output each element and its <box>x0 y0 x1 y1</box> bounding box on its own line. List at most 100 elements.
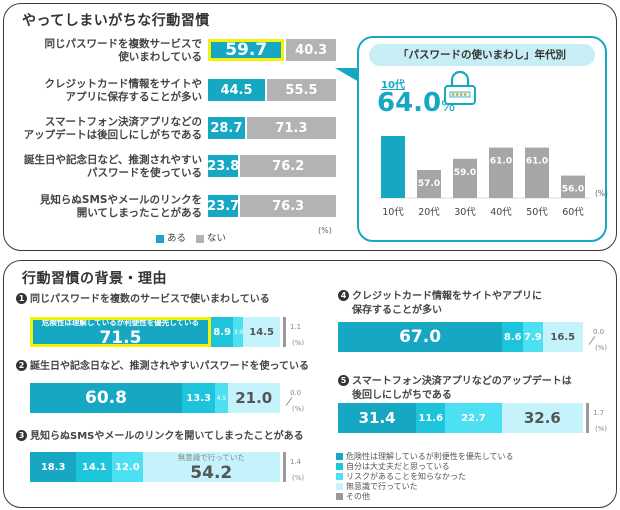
habit-row: クレジットカード情報をサイトや アプリに保存することが多い 44.5 55.5 <box>0 76 340 106</box>
other-value: 1.1 <box>290 323 302 331</box>
age-bar <box>453 158 477 198</box>
question-text-line: スマートフォン決済アプリなどのアップデートは <box>352 376 572 387</box>
habit-label-line: 使いまわしている <box>118 51 202 63</box>
question-number-badge: 3 <box>16 430 27 441</box>
segment-value: 14.5 <box>249 326 274 338</box>
segment-value: 21.0 <box>235 389 273 407</box>
habit-row: 見知らぬSMSやメールのリンクを 開いてしまったことがある 23.7 76.3 <box>0 192 340 222</box>
question-text-line: 誕生日や記念日など、推測されやすいパスワードを使っている <box>30 361 309 372</box>
bar-segment-yes: 59.7 <box>208 39 285 61</box>
highlight-age-label: 10代 <box>381 80 405 91</box>
habit-bar: 59.7 40.3 <box>208 39 336 61</box>
habit-label-line: パスワードを使っている <box>87 167 202 179</box>
legend-item-yes: ある <box>156 230 186 244</box>
legend-label: 無意識で行っていた <box>346 482 418 491</box>
habit-label-line: クレジットカード情報をサイトや <box>44 78 203 90</box>
question-number-badge: 1 <box>16 293 27 304</box>
habit-label-line: アプリに保存することが多い <box>65 91 203 103</box>
reason-legend-item: 無意識で行っていた <box>336 482 514 492</box>
legend-swatch <box>336 493 343 500</box>
reason-legend-item: その他 <box>336 492 514 502</box>
segment-value: 14.1 <box>81 461 107 473</box>
segment-value: 60.8 <box>85 388 127 408</box>
age-bar-chart: 10代 57.0 20代 59.0 30代 61.0 40代 61.0 50代 56.0 60代 (%… <box>377 136 608 218</box>
age-value-label: 61.0 <box>490 157 512 167</box>
reason-segment: 4.9 <box>215 383 228 413</box>
other-value: 0.0 <box>593 328 605 336</box>
reason-segment: 危険性は理解しているが利便性を優先している 71.5 <box>30 317 211 348</box>
habit-bar: 23.7 76.3 <box>207 195 336 217</box>
segment-value: 54.2 <box>190 462 233 483</box>
age-callout: 「パスワードの使いまわし」年代別 10代 64.0% 10代 57.0 20代 59.… <box>357 36 608 242</box>
reason-question-label: 1 同じパスワードを複数のサービスで使いまわしている <box>16 293 270 307</box>
reason-bar: 危険性は理解しているが利便性を優先している 71.5 8.9 3.9 14.5 <box>30 317 280 348</box>
reason-segment: 14.5 <box>243 317 280 347</box>
reason-segment: 32.6 <box>501 403 583 433</box>
age-value-label: 56.0 <box>562 185 584 195</box>
age-category-label: 10代 <box>382 207 404 218</box>
legend-swatch-no <box>196 234 205 243</box>
reason-legend-item: 危険性は理解しているが利便性を優先している <box>336 452 514 462</box>
bar-segment-yes: 23.7 <box>207 195 239 217</box>
reason-segment: 16.5 <box>542 322 583 352</box>
habit-bar: 28.7 71.3 <box>208 117 336 139</box>
bar-segment-yes: 23.8 <box>207 155 239 177</box>
other-segment <box>283 317 286 347</box>
reason-segment: 3.9 <box>233 317 244 347</box>
segment-value: 3.9 <box>233 328 244 336</box>
bar-segment-no: 40.3 <box>284 39 336 61</box>
other-value: 0.0 <box>290 389 302 397</box>
habit-label-line: 誕生日や記念日など、推測されやすい <box>24 154 202 166</box>
segment-value: 4.9 <box>216 394 227 402</box>
age-bar <box>489 147 513 198</box>
age-bar <box>381 136 405 198</box>
age-category-label: 60代 <box>562 207 584 218</box>
segment-value: 16.5 <box>550 331 576 343</box>
age-category-label: 50代 <box>526 207 548 218</box>
habit-label: クレジットカード情報をサイトや アプリに保存することが多い <box>6 78 203 104</box>
reason-segment: 21.0 <box>227 383 280 413</box>
other-value: 1.7 <box>593 409 605 417</box>
legend-label-yes: ある <box>167 233 187 244</box>
reason-bar: 67.0 8.6 7.9 16.5 <box>338 322 583 352</box>
bar-segment-no: 71.3 <box>244 117 336 139</box>
question-text-line: クレジットカード情報をサイトやアプリに <box>352 291 542 302</box>
habit-label: 誕生日や記念日など、推測されやすい パスワードを使っている <box>6 154 202 180</box>
age-value-label: 59.0 <box>454 168 476 178</box>
habit-bar: 23.8 76.2 <box>207 155 336 177</box>
reason-segment: 60.8 <box>30 383 182 413</box>
reasons-title: 行動習慣の背景・理由 <box>22 271 167 287</box>
bar-segment-no: 55.5 <box>264 79 336 101</box>
legend-item-no: ない <box>196 230 226 244</box>
question-text-line: 見知らぬSMSやメールのリンクを開いてしまったことがある <box>30 431 304 442</box>
legend-swatch <box>336 473 343 480</box>
segment-caption: 危険性は理解しているが利便性を優先している <box>41 317 199 327</box>
legend-label: 自分は大丈夫だと思っている <box>346 462 450 471</box>
habit-bar: 44.5 55.5 <box>208 79 336 101</box>
reason-segment: 67.0 <box>338 322 503 352</box>
other-segment <box>283 452 286 482</box>
segment-value: 12.0 <box>115 461 140 473</box>
segment-value: 11.6 <box>418 412 444 424</box>
reason-bar: 60.8 13.3 4.9 21.0 <box>30 383 280 413</box>
reason-legend-item: 自分は大丈夫だと思っている <box>336 462 514 472</box>
reason-question-label: 4 クレジットカード情報をサイトやアプリに 保存することが多い <box>338 290 542 318</box>
callout-title: 「パスワードの使いまわし」年代別 <box>369 44 595 66</box>
reason-bar: 31.4 11.6 22.7 32.6 <box>338 403 583 433</box>
reason-segment: 18.3 <box>30 452 77 482</box>
age-category-label: 30代 <box>454 207 476 218</box>
highlight-value-number: 64.0 <box>377 88 442 118</box>
other-segment <box>586 403 589 433</box>
segment-value: 31.4 <box>358 409 396 427</box>
bar-segment-no: 76.3 <box>238 195 336 217</box>
segment-value: 18.3 <box>40 461 66 473</box>
reason-question-label: 5 スマートフォン決済アプリなどのアップデートは 後回しにしがちである <box>338 375 572 403</box>
reason-question-label: 2 誕生日や記念日など、推測されやすいパスワードを使っている <box>16 360 309 374</box>
bar-segment-yes: 28.7 <box>208 117 245 139</box>
legend-label: リスクがあることを知らなかった <box>346 472 466 481</box>
other-value: 1.4 <box>290 458 302 466</box>
habit-row: 同じパスワードを複数サービスで 使いまわしている 59.7 40.3 <box>0 36 340 66</box>
legend-label: 危険性は理解しているが利便性を優先している <box>346 452 514 461</box>
bar-segment-yes: 44.5 <box>208 79 265 101</box>
reason-segment: 7.9 <box>523 322 543 352</box>
